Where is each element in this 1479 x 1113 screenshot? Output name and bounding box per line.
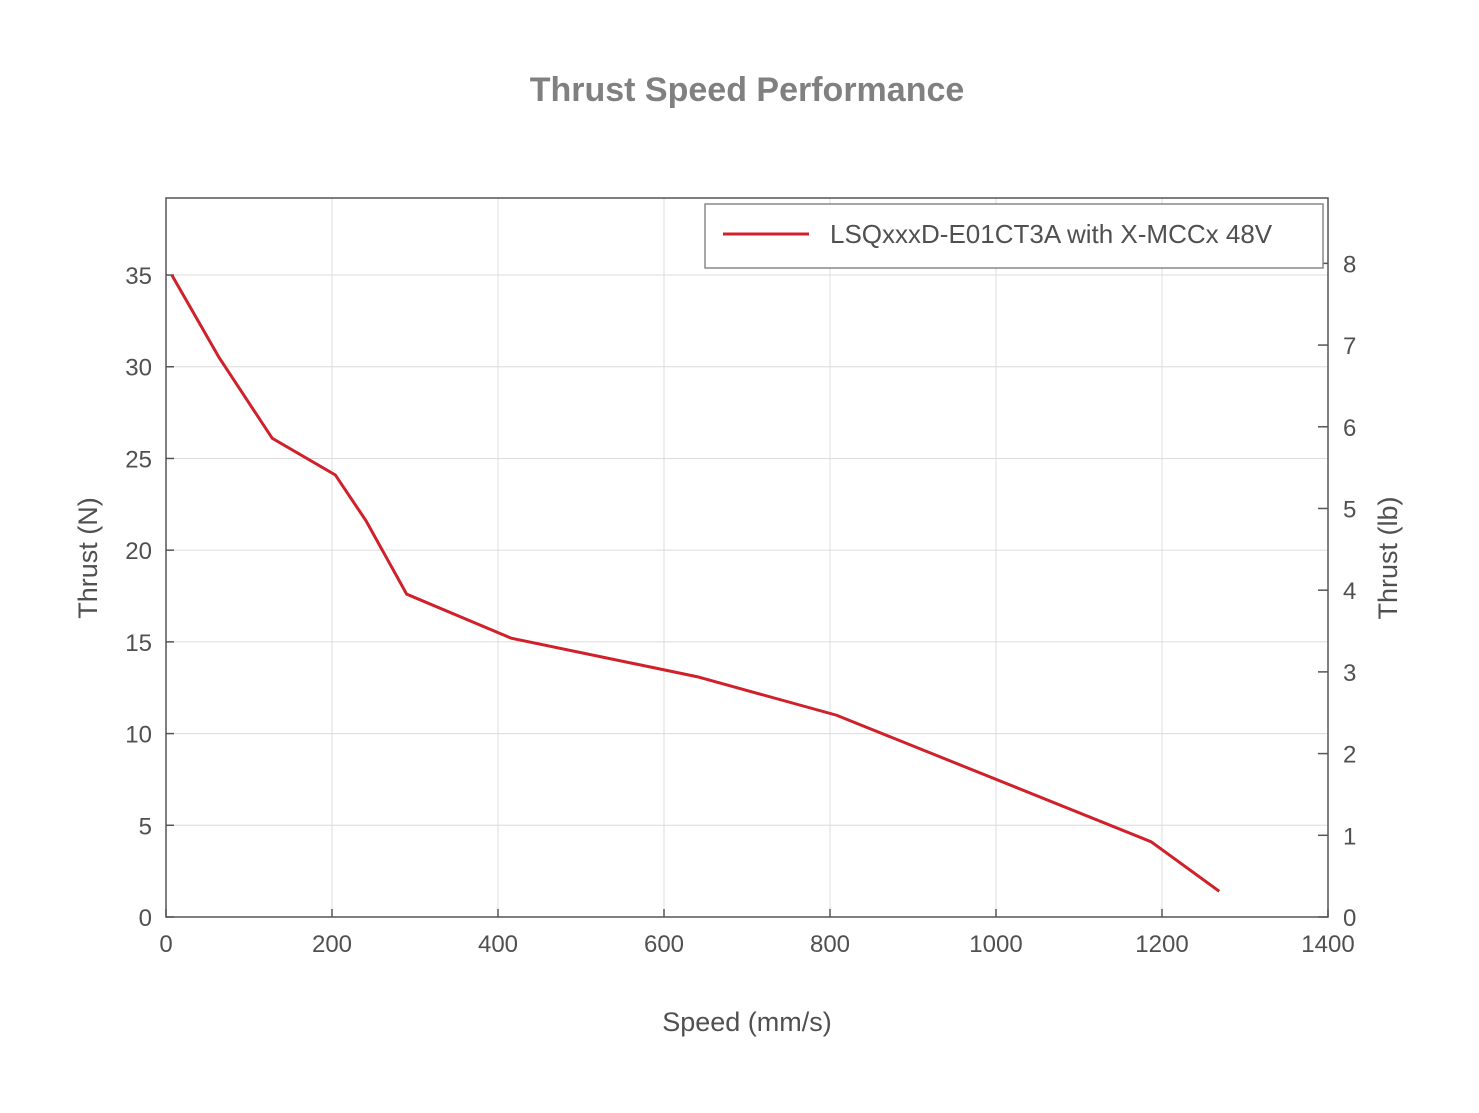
x-tick-label: 1000	[969, 931, 1022, 958]
y-tick-label: 15	[125, 630, 152, 657]
y-tick-label: 25	[125, 446, 152, 473]
legend: LSQxxxD-E01CT3A with X-MCCx 48V	[704, 203, 1324, 269]
y-tick-label: 5	[139, 813, 152, 840]
x-tick-label: 1200	[1135, 931, 1188, 958]
y2-tick-label: 8	[1343, 251, 1356, 278]
x-tick-label: 800	[810, 931, 850, 958]
y-axis-label: Thrust (N)	[73, 497, 103, 619]
series-line	[170, 274, 1221, 893]
y-tick-label: 35	[125, 263, 152, 290]
x-tick-label: 0	[159, 931, 172, 958]
series-layer	[170, 274, 1221, 893]
y2-tick-label: 2	[1343, 742, 1356, 769]
y-tick-label: 20	[125, 538, 152, 565]
x-tick-label: 1400	[1301, 931, 1354, 958]
y-tick-label: 10	[125, 722, 152, 749]
y2-tick-label: 0	[1343, 905, 1356, 932]
x-tick-label: 600	[644, 931, 684, 958]
x-axis-label: Speed (mm/s)	[662, 1007, 832, 1037]
legend-label: LSQxxxD-E01CT3A with X-MCCx 48V	[830, 219, 1273, 249]
y-tick-label: 30	[125, 355, 152, 382]
y2-tick-label: 1	[1343, 823, 1356, 850]
y2-tick-label: 5	[1343, 496, 1356, 523]
y2-axis-label: Thrust (lb)	[1373, 496, 1403, 619]
chart-title: Thrust Speed Performance	[530, 71, 965, 109]
ticks: 0 200 400 600 800 1000 1200 1400051015202530350…	[125, 251, 1356, 958]
y-tick-label: 0	[139, 905, 152, 932]
y2-tick-label: 4	[1343, 578, 1356, 605]
plot-frame	[165, 197, 1329, 918]
grid	[166, 198, 1328, 917]
x-tick-label: 200	[312, 931, 352, 958]
y2-tick-label: 3	[1343, 660, 1356, 687]
x-tick-label: 400	[478, 931, 518, 958]
y2-tick-label: 7	[1343, 333, 1356, 360]
y2-tick-label: 6	[1343, 415, 1356, 442]
legend-box	[704, 203, 1324, 269]
